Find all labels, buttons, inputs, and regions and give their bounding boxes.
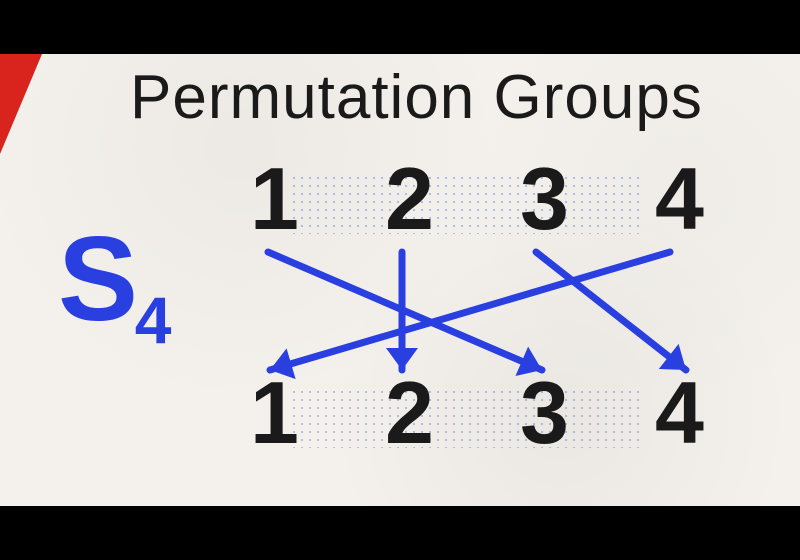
- top-digit-4: 4: [655, 148, 704, 250]
- group-symbol: S4: [58, 210, 175, 348]
- page-title: Permutation Groups: [130, 62, 703, 133]
- group-symbol-main: S: [58, 212, 138, 346]
- bottom-digit-3: 3: [520, 362, 569, 464]
- dot-strip-top: [290, 174, 640, 234]
- top-digit-3: 3: [520, 148, 569, 250]
- bottom-digit-4: 4: [655, 362, 704, 464]
- group-symbol-sub: 4: [135, 283, 172, 357]
- top-digit-2: 2: [385, 148, 434, 250]
- dot-strip-bottom: [290, 388, 640, 448]
- bottom-digit-2: 2: [385, 362, 434, 464]
- top-digit-1: 1: [250, 148, 299, 250]
- stage: Permutation Groups S4 1 2 3 4 1 2 3 4: [0, 0, 800, 560]
- bottom-digit-1: 1: [250, 362, 299, 464]
